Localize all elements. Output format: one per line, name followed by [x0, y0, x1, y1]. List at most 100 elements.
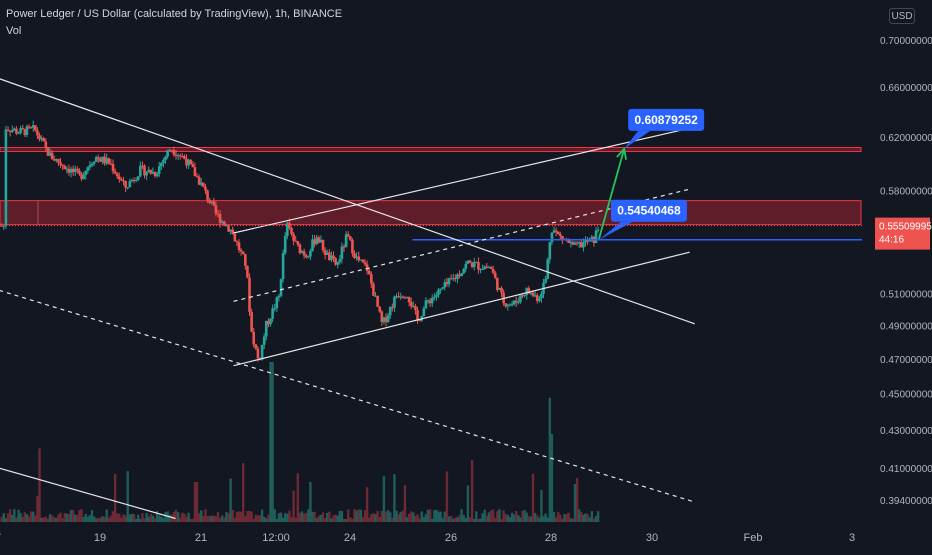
- volume-bar: [281, 517, 285, 522]
- channel-middle-dashed[interactable]: [233, 188, 690, 302]
- volume-bar: [237, 511, 241, 522]
- resistance-zone-upper[interactable]: [0, 147, 862, 152]
- candle-body: [409, 302, 413, 307]
- volume-bar: [126, 471, 129, 522]
- volume-bar: [443, 511, 447, 522]
- volume-bar: [468, 516, 472, 522]
- candle-body: [82, 175, 85, 179]
- volume-bar: [460, 509, 463, 522]
- channel-lower[interactable]: [233, 251, 690, 367]
- candle-body: [241, 251, 245, 255]
- target-label-box[interactable]: [628, 108, 705, 131]
- volume-bar: [554, 517, 558, 522]
- volume-bar: [389, 512, 392, 522]
- volume-bar: [491, 509, 495, 522]
- descending-trend-line[interactable]: [0, 78, 695, 325]
- volume-bar: [500, 518, 503, 522]
- candle-body: [491, 268, 495, 273]
- volume-bar: [265, 518, 268, 522]
- candle-body: [437, 289, 440, 295]
- candle-body: [23, 128, 27, 136]
- candle-body: [466, 260, 470, 264]
- candle-body: [344, 234, 348, 248]
- candle-body: [401, 296, 405, 298]
- volume-bar: [525, 512, 528, 522]
- volume-bar: [433, 510, 436, 522]
- volume-bar: [592, 518, 596, 522]
- candle-body: [309, 251, 312, 257]
- candle-body: [113, 171, 117, 174]
- descending-dashed-line[interactable]: [0, 289, 695, 503]
- volume-bar: [319, 514, 323, 522]
- volume-bar: [590, 511, 594, 522]
- volume-bar: [290, 517, 293, 522]
- volume-bar: [498, 509, 501, 522]
- candle-body: [422, 308, 426, 317]
- candle-body: [233, 233, 237, 242]
- x-tick-label: 19: [94, 532, 106, 544]
- candle-body: [2, 225, 6, 227]
- volume-bar: [286, 513, 289, 522]
- candle-body: [149, 169, 153, 174]
- volume-bar: [254, 514, 258, 522]
- candle-body: [172, 150, 176, 155]
- countdown-label: 44:16: [879, 235, 904, 246]
- volume-bar: [328, 511, 331, 522]
- volume-bar: [248, 510, 251, 522]
- candle-body: [134, 179, 138, 181]
- volume-bar: [67, 514, 71, 522]
- volume-bar: [395, 510, 398, 522]
- candle-body: [372, 283, 375, 296]
- channel-upper[interactable]: [233, 127, 690, 234]
- candle-body: [42, 138, 46, 142]
- volume-bar: [25, 514, 29, 522]
- candle-body: [199, 182, 203, 185]
- x-tick-label: 24: [344, 532, 356, 544]
- candle-body: [493, 272, 497, 278]
- volume-bar: [353, 509, 356, 522]
- candle-body: [363, 262, 367, 265]
- candle-body: [166, 150, 169, 157]
- candle-body: [277, 295, 281, 298]
- volume-bar: [454, 517, 457, 522]
- volume-bar: [137, 514, 140, 522]
- candle-body: [424, 300, 428, 309]
- volume-bar: [233, 517, 237, 522]
- projection-arrow[interactable]: [598, 148, 626, 240]
- candle-body: [273, 308, 277, 310]
- currency-button[interactable]: USD: [889, 8, 915, 24]
- candle-body: [235, 241, 239, 243]
- candle-body: [483, 266, 487, 269]
- volume-bar: [351, 518, 354, 522]
- volume-bar: [466, 485, 470, 522]
- volume-bar: [147, 516, 150, 522]
- volume-bar: [38, 448, 41, 522]
- candle-body: [170, 149, 174, 151]
- volume-bar: [382, 476, 386, 522]
- volume-bar: [449, 515, 453, 522]
- candle-body: [15, 128, 18, 134]
- volume-bar: [376, 510, 379, 522]
- volume-bar: [517, 515, 520, 522]
- volume-bar: [183, 513, 186, 522]
- volume-bar: [63, 512, 66, 522]
- volume-bar: [160, 516, 163, 522]
- candle-body: [302, 251, 306, 256]
- candle-body: [510, 304, 514, 306]
- candle-body: [71, 168, 75, 173]
- resistance-zone-lower[interactable]: [0, 200, 862, 226]
- candle-body: [202, 182, 205, 187]
- candle-body: [63, 165, 67, 170]
- level-label-box[interactable]: [610, 199, 687, 222]
- volume-bar: [519, 517, 522, 522]
- candle-body: [380, 311, 384, 323]
- volume-bar: [204, 509, 207, 522]
- last-price-tag: [875, 217, 930, 250]
- candle-body: [487, 267, 491, 269]
- candle-body: [596, 229, 600, 231]
- volume-bar: [187, 512, 190, 522]
- candle-body: [67, 168, 71, 173]
- lower-descending-line[interactable]: [0, 467, 176, 520]
